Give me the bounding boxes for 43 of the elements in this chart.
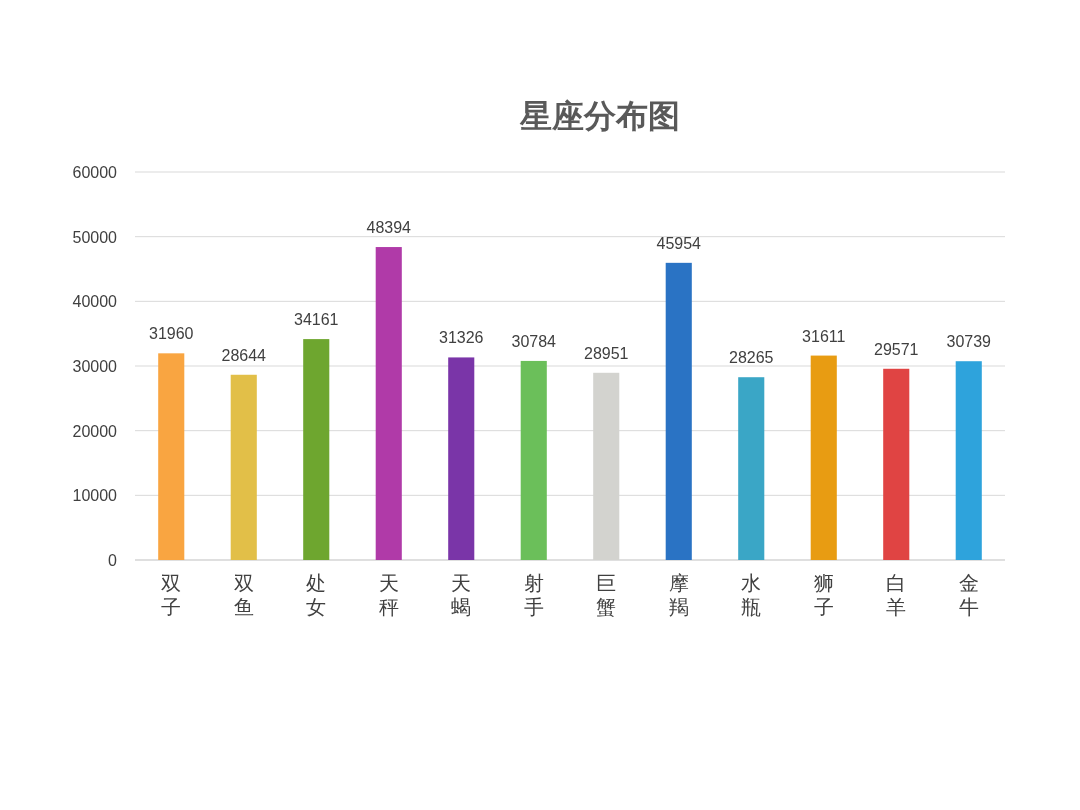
chart-title: 星座分布图 bbox=[519, 98, 680, 134]
data-label: 30739 bbox=[946, 333, 992, 351]
data-label: 45954 bbox=[656, 234, 702, 252]
bar bbox=[955, 361, 982, 560]
x-tick-label: 双鱼 bbox=[233, 572, 254, 618]
bar bbox=[448, 357, 475, 560]
bar bbox=[303, 339, 330, 560]
data-label: 29571 bbox=[874, 340, 919, 358]
data-label: 31326 bbox=[439, 329, 484, 347]
x-tick-label: 天蝎 bbox=[451, 572, 472, 618]
bar bbox=[738, 377, 765, 560]
x-tick-label: 巨蟹 bbox=[596, 572, 617, 618]
y-tick-label: 0 bbox=[108, 552, 118, 569]
data-label: 48394 bbox=[366, 219, 412, 237]
x-tick-label: 处女 bbox=[306, 572, 327, 618]
x-tick-label: 天秤 bbox=[378, 572, 399, 618]
bar bbox=[158, 353, 185, 560]
bar bbox=[230, 374, 257, 560]
data-label: 30784 bbox=[511, 332, 557, 350]
y-tick-label: 10000 bbox=[72, 487, 118, 505]
y-tick-label: 50000 bbox=[72, 228, 118, 246]
y-tick-label: 20000 bbox=[72, 422, 118, 440]
data-label: 28265 bbox=[729, 349, 774, 367]
x-tick-label: 金牛 bbox=[958, 572, 979, 618]
data-label: 31611 bbox=[802, 327, 846, 345]
data-label: 31960 bbox=[149, 325, 194, 343]
data-label: 28951 bbox=[584, 344, 629, 362]
data-label: 28644 bbox=[221, 346, 267, 364]
x-tick-label: 射手 bbox=[523, 572, 544, 618]
bar bbox=[810, 355, 837, 560]
y-tick-label: 40000 bbox=[72, 293, 118, 311]
y-tick-label: 30000 bbox=[72, 358, 118, 375]
x-tick-label: 白羊 bbox=[886, 572, 907, 618]
bar bbox=[520, 360, 547, 560]
bar bbox=[665, 262, 692, 560]
x-tick-label: 水瓶 bbox=[741, 572, 762, 618]
x-tick-label: 双子 bbox=[161, 572, 182, 618]
bar bbox=[883, 368, 910, 560]
x-tick-label: 摩羯 bbox=[668, 572, 689, 618]
data-label: 34161 bbox=[294, 311, 339, 329]
bar bbox=[375, 247, 402, 560]
y-tick-label: 60000 bbox=[72, 164, 118, 181]
x-tick-label: 狮子 bbox=[813, 572, 834, 618]
